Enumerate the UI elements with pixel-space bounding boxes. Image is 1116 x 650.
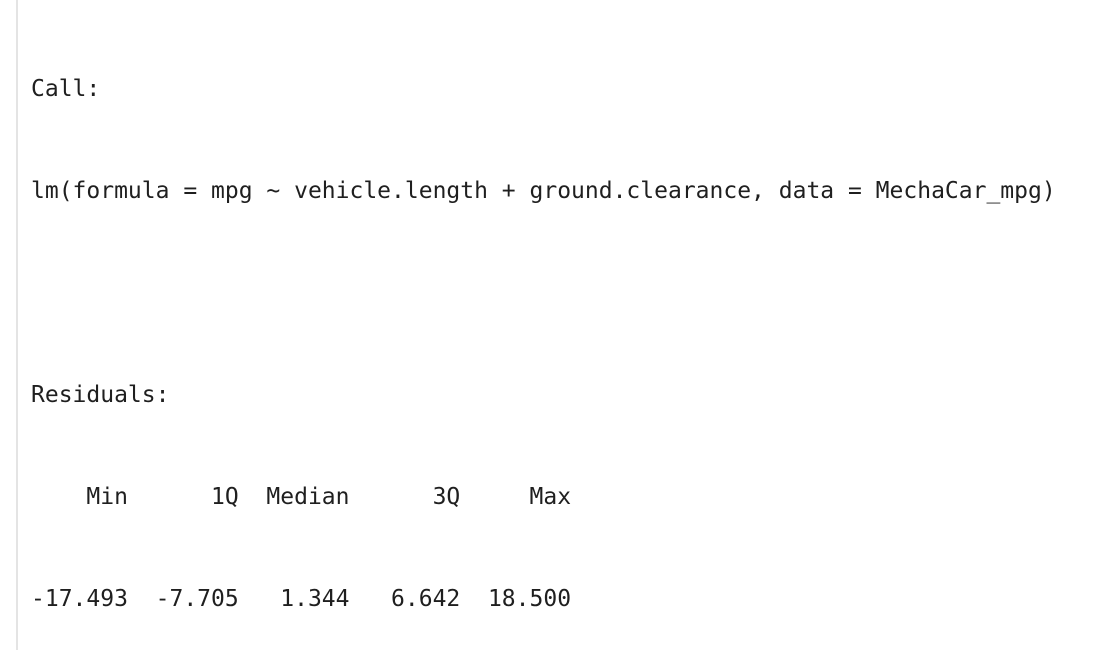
blank-line	[31, 276, 1056, 310]
call-formula: lm(formula = mpg ~ vehicle.length + grou…	[31, 178, 1056, 204]
regression-summary-output: Call: lm(formula = mpg ~ vehicle.length …	[31, 4, 1056, 650]
call-header: Call:	[31, 76, 101, 102]
residuals-column-headers: Min 1Q Median 3Q Max	[31, 484, 585, 510]
residuals-values: -17.493 -7.705 1.344 6.642 18.500	[31, 586, 585, 612]
residuals-header: Residuals:	[31, 382, 170, 408]
console-gutter	[0, 0, 18, 650]
